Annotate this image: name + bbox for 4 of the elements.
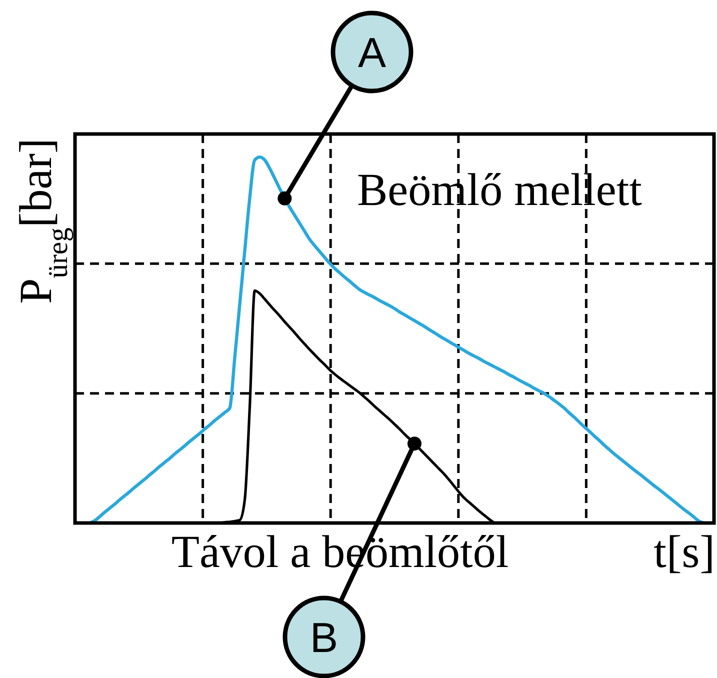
annotation: Beömlő mellett xyxy=(357,164,642,215)
x-axis-title: t[s] xyxy=(654,526,715,577)
text: A xyxy=(358,29,386,76)
text: B xyxy=(310,614,338,661)
